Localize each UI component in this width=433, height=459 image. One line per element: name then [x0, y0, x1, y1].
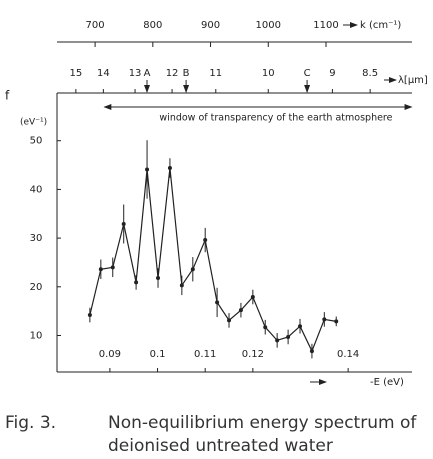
lambda-tick-label: 11 — [209, 68, 222, 79]
data-point — [203, 238, 208, 243]
lambda-tick-label: 15 — [69, 68, 82, 79]
data-point — [286, 334, 291, 339]
lambda-tick-label: 8.5 — [362, 68, 378, 79]
data-point — [167, 165, 172, 170]
data-point — [250, 295, 255, 300]
x-tick-label: 0.11 — [194, 349, 216, 360]
data-line — [89, 167, 337, 353]
caption-number: Fig. 3. — [5, 413, 56, 433]
k-tick-label: 700 — [86, 20, 105, 31]
x-tick-label: 0.12 — [242, 349, 264, 360]
data-point — [238, 308, 243, 313]
data-point — [227, 318, 232, 323]
data-point — [309, 349, 314, 354]
data-point — [334, 319, 339, 324]
k-tick-label: 900 — [201, 20, 220, 31]
data-point — [98, 267, 103, 272]
caption-line: deionised untreated water — [108, 436, 333, 456]
x-tick-label: 0.09 — [99, 349, 121, 360]
k-tick-label: 800 — [143, 20, 162, 31]
k-tick-label: 1100 — [313, 20, 338, 31]
marker-label: C — [304, 68, 311, 79]
data-point — [121, 221, 126, 226]
data-point — [179, 283, 184, 288]
y-tick-label: 10 — [30, 330, 43, 341]
data-point — [87, 313, 92, 318]
window-label: window of transparency of the earth atmo… — [159, 113, 392, 124]
k-axis-label: k (cm⁻¹) — [360, 20, 401, 31]
y-tick-label: 30 — [30, 233, 43, 244]
lambda-tick-label: 14 — [97, 68, 110, 79]
lambda-axis-label: λ[μm] — [398, 75, 428, 86]
x-tick-label: 0.1 — [150, 349, 166, 360]
x-axis-label: -E (eV) — [370, 377, 404, 388]
y-axis-label: f — [5, 89, 10, 103]
lambda-tick-label: 12 — [166, 68, 179, 79]
lambda-tick-label: 13 — [129, 68, 142, 79]
marker-label: B — [183, 68, 190, 79]
y-axis-unit: (eV⁻¹) — [20, 118, 47, 128]
y-tick-label: 50 — [30, 136, 43, 147]
data-point — [322, 317, 327, 322]
lambda-tick-label: 10 — [262, 68, 275, 79]
data-point — [156, 276, 161, 281]
data-point — [298, 324, 303, 329]
data-point — [263, 325, 268, 330]
caption-line: Non-equilibrium energy spectrum of — [108, 413, 417, 433]
y-tick-label: 20 — [30, 282, 43, 293]
x-tick-label: 0.14 — [337, 349, 359, 360]
data-point — [110, 265, 115, 270]
data-point — [190, 267, 195, 272]
marker-label: A — [144, 68, 151, 79]
y-tick-label: 40 — [30, 184, 43, 195]
data-point — [215, 300, 220, 305]
lambda-tick-label: 9 — [329, 68, 335, 79]
k-tick-label: 1000 — [256, 20, 281, 31]
data-point — [275, 338, 280, 343]
data-point — [145, 167, 150, 172]
data-point — [134, 280, 139, 285]
